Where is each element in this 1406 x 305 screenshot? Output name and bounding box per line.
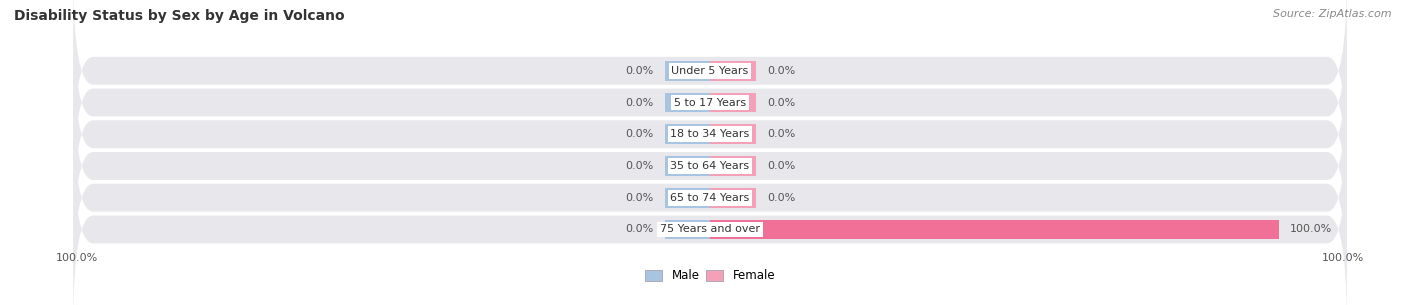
Text: 0.0%: 0.0%: [624, 161, 654, 171]
Text: 0.0%: 0.0%: [766, 161, 796, 171]
Text: Disability Status by Sex by Age in Volcano: Disability Status by Sex by Age in Volca…: [14, 9, 344, 23]
Text: 0.0%: 0.0%: [624, 66, 654, 76]
Text: 0.0%: 0.0%: [624, 224, 654, 235]
Bar: [665, 124, 710, 144]
Text: 75 Years and over: 75 Years and over: [659, 224, 761, 235]
Text: 0.0%: 0.0%: [624, 193, 654, 203]
Text: 0.0%: 0.0%: [766, 66, 796, 76]
Bar: [710, 93, 755, 112]
Bar: [710, 188, 755, 208]
Text: 100.0%: 100.0%: [1289, 224, 1331, 235]
Text: 65 to 74 Years: 65 to 74 Years: [671, 193, 749, 203]
FancyBboxPatch shape: [73, 101, 1347, 295]
Bar: [710, 61, 755, 81]
Text: 0.0%: 0.0%: [766, 98, 796, 107]
Bar: [665, 156, 710, 176]
Text: 35 to 64 Years: 35 to 64 Years: [671, 161, 749, 171]
Legend: Male, Female: Male, Female: [640, 265, 780, 287]
Text: 0.0%: 0.0%: [624, 129, 654, 139]
Text: 0.0%: 0.0%: [624, 98, 654, 107]
Text: Under 5 Years: Under 5 Years: [672, 66, 748, 76]
Text: 100.0%: 100.0%: [1322, 253, 1364, 263]
Bar: [665, 61, 710, 81]
Bar: [665, 188, 710, 208]
Bar: [710, 124, 755, 144]
FancyBboxPatch shape: [73, 37, 1347, 231]
Text: 100.0%: 100.0%: [56, 253, 98, 263]
Bar: [710, 156, 755, 176]
Text: 5 to 17 Years: 5 to 17 Years: [673, 98, 747, 107]
FancyBboxPatch shape: [73, 0, 1347, 168]
FancyBboxPatch shape: [73, 132, 1347, 305]
Bar: [710, 220, 1278, 239]
FancyBboxPatch shape: [73, 69, 1347, 263]
Text: Source: ZipAtlas.com: Source: ZipAtlas.com: [1274, 9, 1392, 19]
Bar: [665, 93, 710, 112]
Bar: [665, 220, 710, 239]
Text: 0.0%: 0.0%: [766, 193, 796, 203]
FancyBboxPatch shape: [73, 5, 1347, 200]
Text: 0.0%: 0.0%: [766, 129, 796, 139]
Text: 18 to 34 Years: 18 to 34 Years: [671, 129, 749, 139]
